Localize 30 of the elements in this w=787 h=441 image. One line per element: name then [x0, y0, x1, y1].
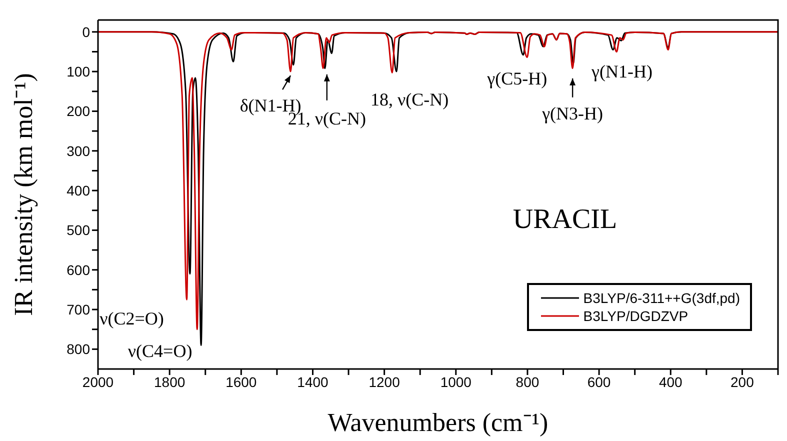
annotation: ν(C2=O) [100, 308, 164, 329]
annotation: ν(C4=O) [128, 341, 192, 362]
x-tick-label: 1600 [226, 374, 257, 390]
y-tick-label: 600 [66, 262, 90, 278]
y-tick-label: 100 [66, 64, 90, 80]
legend-label: B3LYP/DGDZVP [583, 307, 688, 325]
x-tick-label: 600 [587, 374, 611, 390]
y-tick-label: 200 [66, 103, 90, 120]
annotation: 18, ν(C-N) [370, 90, 449, 110]
y-tick-label: 300 [66, 142, 90, 159]
x-tick-label: 2000 [82, 374, 114, 390]
x-tick-label: 800 [516, 374, 540, 390]
annotation: γ(N1-H) [590, 62, 652, 82]
y-tick-label: 400 [66, 182, 90, 199]
y-axis-title: IR intensity (km mol⁻¹) [9, 73, 38, 316]
x-axis-title: Wavenumbers (cm⁻¹) [328, 408, 548, 437]
x-tick-label: 1400 [297, 374, 329, 390]
y-tick-label: 0 [82, 24, 90, 40]
annotation: γ(C5-H) [486, 68, 548, 88]
x-tick-label: 1200 [368, 374, 400, 390]
y-tick-label: 700 [66, 302, 90, 318]
legend-label: B3LYP/6-311++G(3df,pd) [583, 289, 740, 307]
y-tick-label: 800 [66, 341, 90, 358]
y-tick-label: 500 [66, 222, 90, 238]
x-tick-label: 1800 [154, 374, 186, 390]
x-tick-label: 200 [730, 374, 754, 390]
annotation: γ(N3-H) [541, 103, 604, 124]
annotation: URACIL [512, 204, 618, 235]
x-tick-label: 1000 [440, 374, 472, 390]
x-tick-label: 400 [658, 374, 683, 390]
